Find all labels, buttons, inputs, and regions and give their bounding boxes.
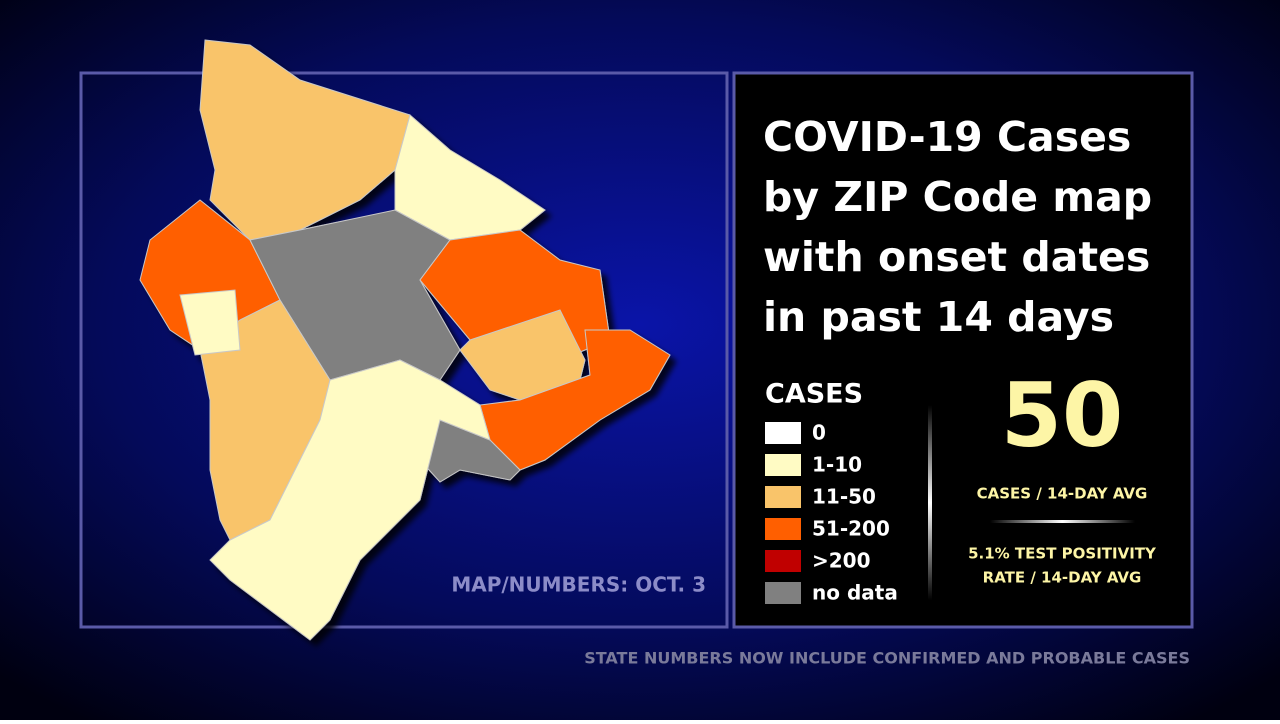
legend-label: >200	[812, 549, 871, 573]
info-panel	[732, 71, 1194, 629]
zip-region	[479, 329, 671, 471]
map-date: MAP/NUMBERS: OCT. 3	[451, 573, 706, 597]
legend-swatch	[765, 582, 801, 604]
title: COVID-19 Cases by ZIP Code map with onset …	[763, 113, 1152, 341]
legend-label: 1-10	[812, 453, 862, 477]
island-map	[139, 39, 671, 641]
legend: 0 1-10 11-50 51-200 >200 no data	[765, 421, 898, 605]
title-line: in past 14 days	[763, 293, 1114, 341]
cases-value: 50	[1001, 364, 1123, 467]
zip-region	[199, 39, 411, 241]
divider	[928, 405, 932, 600]
legend-label: 11-50	[812, 485, 876, 509]
legend-swatch	[765, 454, 801, 476]
legend-title: CASES	[765, 379, 863, 410]
positivity: 5.1% TEST POSITIVITY RATE / 14-DAY AVG	[968, 545, 1157, 587]
legend-label: 0	[812, 421, 826, 445]
map-panel	[79, 71, 729, 629]
legend-swatch	[765, 550, 801, 572]
positivity-line: RATE / 14-DAY AVG	[983, 569, 1142, 587]
positivity-line: 5.1% TEST POSITIVITY	[968, 545, 1157, 563]
title-line: by ZIP Code map	[763, 173, 1152, 221]
divider	[990, 520, 1135, 523]
legend-swatch	[765, 518, 801, 540]
legend-swatch	[765, 486, 801, 508]
legend-label: 51-200	[812, 517, 890, 541]
cases-label: CASES / 14-DAY AVG	[977, 485, 1148, 503]
zip-region	[179, 289, 241, 356]
footer: STATE NUMBERS NOW INCLUDE CONFIRMED AND …	[584, 649, 1190, 668]
title-line: COVID-19 Cases	[763, 113, 1131, 161]
title-line: with onset dates	[763, 233, 1150, 281]
zip-region	[209, 359, 491, 641]
legend-swatch	[765, 422, 801, 444]
legend-label: no data	[812, 581, 898, 605]
